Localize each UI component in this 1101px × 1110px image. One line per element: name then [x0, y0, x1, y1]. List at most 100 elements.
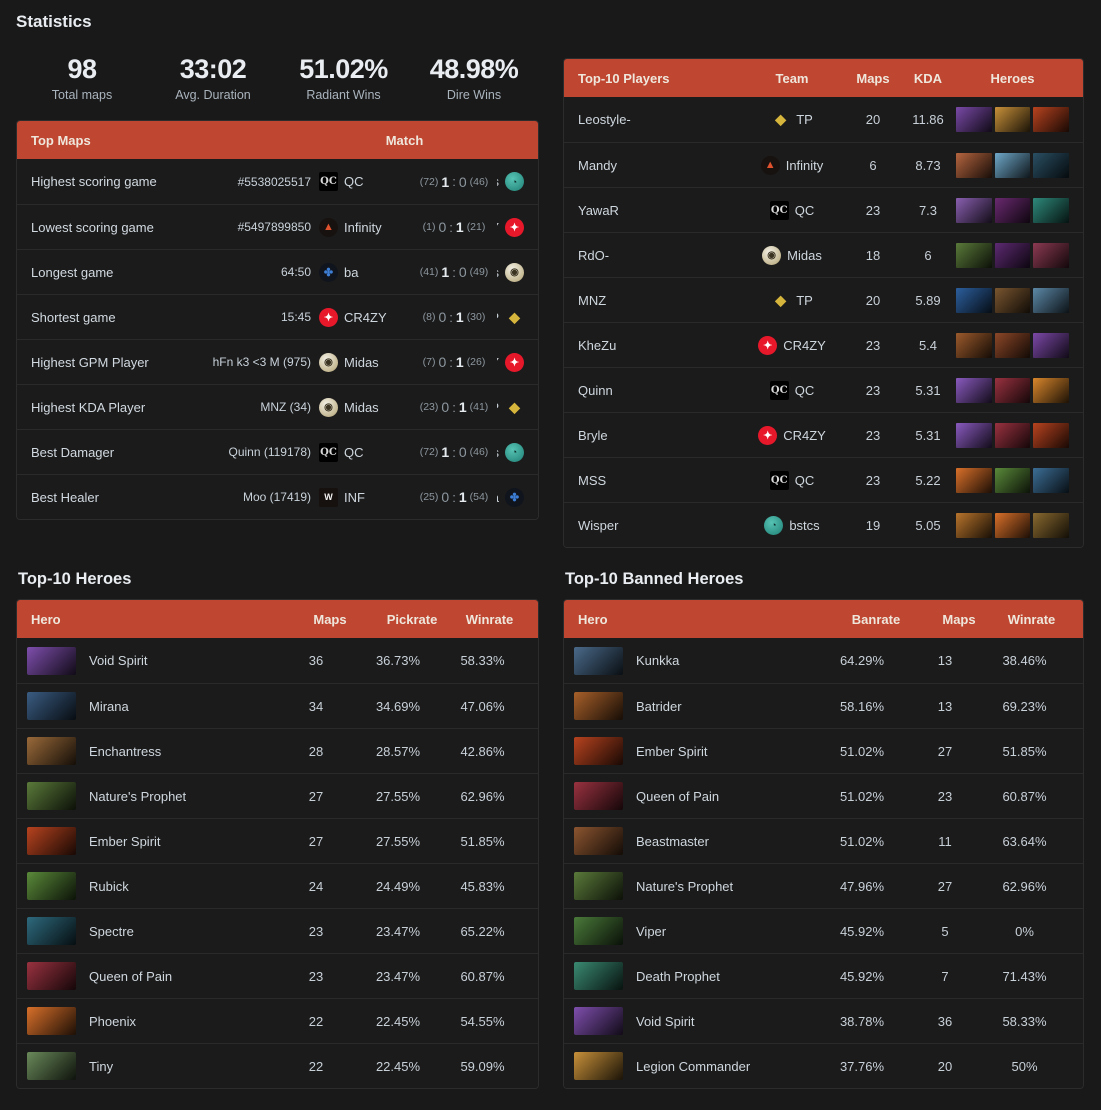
player-team[interactable]: ✦ CR4ZY [738, 425, 846, 445]
table-row[interactable]: Tiny 22 22.45% 59.09% [17, 1043, 538, 1088]
hero-name[interactable]: Queen of Pain [89, 968, 173, 984]
hero-name[interactable]: Queen of Pain [636, 788, 720, 804]
table-row[interactable]: Lowest scoring game #5497899850 ▲ Infinity (… [17, 204, 538, 250]
table-row[interactable]: Wisper ◔ bstcs 19 5.05 [564, 502, 1083, 547]
table-row[interactable]: Phoenix 22 22.45% 54.55% [17, 998, 538, 1043]
hero-name[interactable]: Viper [636, 923, 667, 939]
table-row[interactable]: YawaR QC QC 23 7.3 [564, 187, 1083, 232]
hero-name[interactable]: Tiny [89, 1058, 114, 1074]
table-row[interactable]: Viper 45.92% 5 0% [564, 908, 1083, 953]
hero-name[interactable]: Kunkka [636, 653, 680, 668]
table-row[interactable]: KheZu ✦ CR4ZY 23 5.4 [564, 322, 1083, 367]
left-team[interactable]: ◉ Midas [319, 352, 411, 372]
table-row[interactable]: Highest GPM Player hFn k3 <3 M (975) ◉ Mida… [17, 339, 538, 385]
player-team[interactable]: ✦ CR4ZY [738, 335, 846, 355]
top-maps-table: Top Maps Match Highest scoring game #5538… [16, 120, 539, 521]
player-name[interactable]: MSS [578, 472, 607, 488]
table-row[interactable]: RdO- ◉ Midas 18 6 [564, 232, 1083, 277]
player-maps: 6 [869, 157, 877, 173]
player-team[interactable]: QC QC [738, 200, 846, 220]
player-team[interactable]: ◆ TP [738, 110, 846, 129]
hero-name[interactable]: Beastmaster [636, 833, 709, 849]
table-row[interactable]: Leostyle- ◆ TP 20 11.86 [564, 97, 1083, 142]
table-row[interactable]: Ember Spirit 27 27.55% 51.85% [17, 818, 538, 863]
table-row[interactable]: Queen of Pain 51.02% 23 60.87% [564, 773, 1083, 818]
right-team[interactable]: ba ✤ [497, 487, 524, 507]
table-row[interactable]: Highest scoring game #5538025517 QC QC (72) 1… [17, 159, 538, 205]
hero-name[interactable]: Void Spirit [636, 1013, 695, 1029]
hero-name[interactable]: Rubick [89, 878, 129, 894]
hero-name[interactable]: Mirana [89, 698, 129, 714]
table-row[interactable]: Kunkka 64.29% 13 38.46% [564, 638, 1083, 683]
table-row[interactable]: MNZ ◆ TP 20 5.89 [564, 277, 1083, 322]
left-team[interactable]: ▲ Infinity [319, 217, 411, 237]
left-team[interactable]: QC QC [319, 442, 411, 462]
player-name[interactable]: Mandy [578, 157, 618, 173]
table-row[interactable]: Death Prophet 45.92% 7 71.43% [564, 953, 1083, 998]
hero-name[interactable]: Phoenix [89, 1013, 136, 1029]
hero-name[interactable]: Spectre [89, 923, 134, 939]
right-team[interactable]: TP ◆ [497, 308, 524, 327]
player-team[interactable]: ◆ TP [738, 291, 846, 310]
left-team[interactable]: W INF [319, 487, 411, 507]
hero-name[interactable]: Batrider [636, 698, 682, 714]
hero-name[interactable]: Void Spirit [89, 653, 148, 668]
right-team[interactable]: bstcs ◔ [497, 172, 524, 192]
left-team[interactable]: ✦ CR4ZY [319, 307, 411, 327]
table-row[interactable]: Batrider 58.16% 13 69.23% [564, 683, 1083, 728]
table-row[interactable]: Highest KDA Player MNZ (34) ◉ Midas (23) 0:1(… [17, 384, 538, 430]
hero-winrate: 50% [1011, 1058, 1038, 1074]
table-row[interactable]: Enchantress 28 28.57% 42.86% [17, 728, 538, 773]
hero-name[interactable]: Ember Spirit [636, 743, 708, 759]
table-row[interactable]: Bryle ✦ CR4ZY 23 5.31 [564, 412, 1083, 457]
player-name[interactable]: Wisper [578, 517, 619, 533]
hero-name[interactable]: Nature's Prophet [636, 878, 734, 894]
table-row[interactable]: Ember Spirit 51.02% 27 51.85% [564, 728, 1083, 773]
hero-name[interactable]: Death Prophet [636, 968, 720, 984]
table-row[interactable]: Spectre 23 23.47% 65.22% [17, 908, 538, 953]
hero-maps: 27 [937, 743, 953, 759]
player-name[interactable]: Bryle [578, 427, 608, 443]
table-row[interactable]: Nature's Prophet 47.96% 27 62.96% [564, 863, 1083, 908]
hero-name[interactable]: Nature's Prophet [89, 788, 187, 804]
left-team[interactable]: ◉ Midas [319, 397, 411, 417]
table-row[interactable]: Rubick 24 24.49% 45.83% [17, 863, 538, 908]
hero-name[interactable]: Enchantress [89, 743, 162, 759]
left-team[interactable]: QC QC [319, 172, 411, 192]
hero-name[interactable]: Legion Commander [636, 1058, 751, 1074]
table-row[interactable]: Beastmaster 51.02% 11 63.64% [564, 818, 1083, 863]
player-team[interactable]: ◔ bstcs [738, 515, 846, 535]
player-team[interactable]: QC QC [738, 380, 846, 400]
player-team[interactable]: ◉ Midas [738, 245, 846, 265]
right-score-detail: (49) [469, 266, 489, 279]
left-team[interactable]: ✤ ba [319, 262, 411, 282]
player-team[interactable]: ▲ Infinity [738, 155, 846, 175]
table-row[interactable]: Queen of Pain 23 23.47% 60.87% [17, 953, 538, 998]
right-team[interactable]: CR4ZY ✦ [497, 352, 524, 372]
right-team[interactable]: CR4ZY ✦ [497, 217, 524, 237]
table-row[interactable]: MSS QC QC 23 5.22 [564, 457, 1083, 502]
table-row[interactable]: Best Damager Quinn (119178) QC QC (72) 1:0 (46… [17, 429, 538, 475]
right-team[interactable]: bstcs ◔ [497, 442, 524, 462]
player-name[interactable]: KheZu [578, 337, 617, 353]
player-name[interactable]: Quinn [578, 382, 613, 398]
table-row[interactable]: Void Spirit 36 36.73% 58.33% [17, 638, 538, 683]
player-name[interactable]: RdO- [578, 247, 610, 263]
player-name[interactable]: MNZ [578, 292, 607, 308]
table-row[interactable]: Mirana 34 34.69% 47.06% [17, 683, 538, 728]
table-row[interactable]: Void Spirit 38.78% 36 58.33% [564, 998, 1083, 1043]
player-name[interactable]: YawaR [578, 202, 619, 218]
score-colon: : [452, 489, 456, 505]
table-row[interactable]: Quinn QC QC 23 5.31 [564, 367, 1083, 412]
right-team[interactable]: TP ◆ [497, 398, 524, 417]
hero-name[interactable]: Ember Spirit [89, 833, 161, 849]
right-team[interactable]: Midas ◉ [497, 262, 524, 282]
table-row[interactable]: Mandy ▲ Infinity 6 8.73 [564, 142, 1083, 187]
player-team[interactable]: QC QC [738, 470, 846, 490]
player-name[interactable]: Leostyle- [578, 112, 631, 127]
table-row[interactable]: Legion Commander 37.76% 20 50% [564, 1043, 1083, 1088]
table-row[interactable]: Nature's Prophet 27 27.55% 62.96% [17, 773, 538, 818]
